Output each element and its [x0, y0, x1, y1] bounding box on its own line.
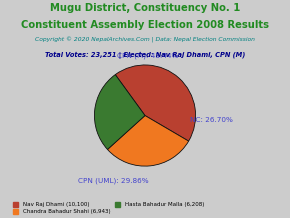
Text: CPN (UML): 29.86%: CPN (UML): 29.86% [78, 177, 149, 184]
Text: Copyright © 2020 NepalArchives.Com | Data: Nepal Election Commission: Copyright © 2020 NepalArchives.Com | Dat… [35, 37, 255, 43]
Text: CPN (M): 43.44%: CPN (M): 43.44% [117, 53, 178, 59]
Text: NC: 26.70%: NC: 26.70% [190, 117, 233, 123]
Legend: Nav Raj Dhami (10,100), Chandra Bahadur Shahi (6,943), Hasta Bahadur Malla (6,20: Nav Raj Dhami (10,100), Chandra Bahadur … [12, 201, 205, 215]
Wedge shape [95, 75, 145, 150]
Wedge shape [115, 65, 195, 141]
Wedge shape [108, 116, 188, 166]
Text: Constituent Assembly Election 2008 Results: Constituent Assembly Election 2008 Resul… [21, 20, 269, 30]
Text: Mugu District, Constituency No. 1: Mugu District, Constituency No. 1 [50, 3, 240, 13]
Text: Total Votes: 23,251 | Elected: Nav Raj Dhami, CPN (M): Total Votes: 23,251 | Elected: Nav Raj D… [45, 52, 245, 59]
